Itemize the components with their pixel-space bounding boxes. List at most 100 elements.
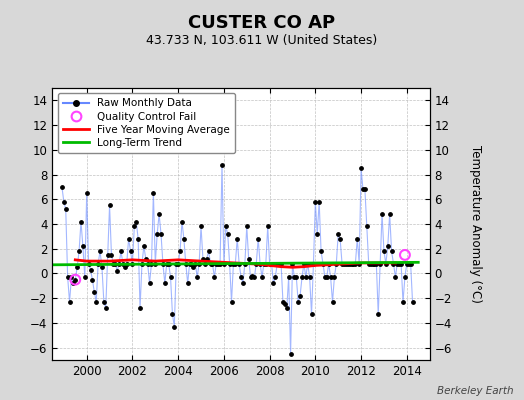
Point (393, 260, 401, 267)
Point (231, 260, 239, 267)
Point (141, 256, 150, 262)
Point (128, 260, 137, 267)
Point (203, 256, 211, 262)
Point (71, 276, 80, 283)
Point (389, 260, 398, 267)
Point (140, 243, 148, 250)
Point (103, 252, 112, 258)
Point (63, 274, 72, 280)
Point (166, 274, 174, 280)
Point (281, 301, 289, 308)
Point (351, 260, 359, 267)
Point (191, 260, 200, 267)
Point (124, 236, 133, 242)
Point (225, 260, 234, 267)
Point (308, 311, 316, 318)
Point (105, 202, 114, 209)
Point (88, 276, 96, 283)
Point (182, 260, 190, 267)
Point (66, 299, 74, 305)
Point (363, 223, 371, 230)
Point (378, 211, 386, 217)
Point (277, 260, 285, 267)
Point (330, 274, 339, 280)
Point (117, 248, 125, 254)
Legend: Raw Monthly Data, Quality Control Fail, Five Year Moving Average, Long-Term Tren: Raw Monthly Data, Quality Control Fail, … (58, 93, 235, 153)
Point (199, 256, 207, 262)
Point (374, 311, 383, 318)
Point (329, 299, 337, 305)
Point (197, 223, 205, 230)
Point (229, 260, 237, 267)
Point (121, 264, 129, 270)
Point (153, 231, 161, 237)
Point (380, 248, 388, 254)
Point (285, 274, 293, 280)
Point (370, 260, 379, 267)
Point (174, 260, 182, 267)
Point (254, 236, 263, 242)
Point (138, 260, 146, 267)
Point (149, 190, 158, 196)
Point (355, 260, 363, 267)
Text: CUSTER CO AP: CUSTER CO AP (189, 14, 335, 32)
Point (401, 274, 409, 280)
Point (395, 260, 403, 267)
Point (366, 260, 375, 267)
Point (61, 206, 70, 212)
Point (264, 223, 272, 230)
Point (237, 274, 245, 280)
Point (246, 274, 255, 280)
Point (292, 274, 300, 280)
Point (102, 305, 110, 311)
Point (170, 324, 179, 330)
Point (222, 223, 230, 230)
Point (372, 260, 380, 267)
Point (144, 260, 152, 267)
Point (387, 248, 396, 254)
Point (206, 260, 215, 267)
Point (353, 236, 362, 242)
Point (340, 260, 348, 267)
Point (243, 223, 251, 230)
Point (305, 274, 314, 280)
Point (402, 260, 411, 267)
Point (294, 299, 302, 305)
Point (344, 260, 352, 267)
Point (239, 280, 247, 286)
Point (126, 248, 135, 254)
Point (159, 260, 167, 267)
Point (303, 260, 312, 267)
Point (185, 260, 194, 267)
Point (271, 274, 279, 280)
Point (195, 260, 203, 267)
Point (193, 274, 201, 280)
Point (252, 260, 260, 267)
Point (187, 260, 195, 267)
Point (81, 274, 89, 280)
Point (279, 299, 287, 305)
Point (69, 280, 78, 286)
Point (321, 274, 329, 280)
Point (157, 231, 165, 237)
Point (107, 252, 116, 258)
Point (92, 299, 101, 305)
Point (296, 292, 304, 299)
Point (134, 236, 143, 242)
Point (250, 274, 258, 280)
Point (67, 274, 75, 280)
Point (77, 218, 85, 225)
Point (75, 248, 83, 254)
Point (210, 274, 219, 280)
Point (315, 198, 323, 205)
Point (361, 186, 369, 192)
Point (309, 260, 318, 267)
Point (345, 260, 354, 267)
Text: Berkeley Earth: Berkeley Earth (437, 386, 514, 396)
Point (212, 260, 221, 267)
Point (183, 280, 192, 286)
Point (384, 243, 392, 250)
Point (233, 236, 242, 242)
Point (94, 260, 102, 267)
Point (147, 260, 156, 267)
